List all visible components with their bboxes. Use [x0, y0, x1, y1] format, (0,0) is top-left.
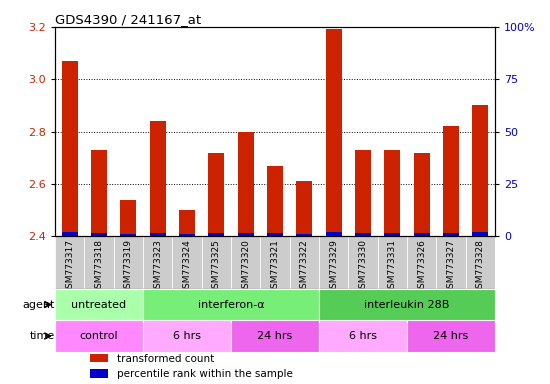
Bar [90, 354, 108, 362]
Bar [208, 233, 224, 237]
Bar [414, 152, 430, 237]
Bar [384, 150, 400, 237]
Bar [179, 210, 195, 237]
Text: GSM773318: GSM773318 [95, 239, 103, 294]
Bar [150, 233, 166, 237]
Bar [91, 233, 107, 237]
Bar [348, 237, 378, 289]
Text: GSM773321: GSM773321 [271, 239, 279, 294]
Bar [319, 237, 348, 289]
Text: control: control [80, 331, 118, 341]
Bar [466, 237, 495, 289]
Bar [296, 234, 312, 237]
Text: percentile rank within the sample: percentile rank within the sample [117, 369, 293, 379]
Bar [378, 237, 407, 289]
Text: GSM773329: GSM773329 [329, 239, 338, 294]
Bar [443, 233, 459, 237]
Bar [260, 237, 290, 289]
Text: GSM773320: GSM773320 [241, 239, 250, 294]
Text: 6 hrs: 6 hrs [349, 331, 377, 341]
Bar [267, 233, 283, 237]
Text: agent: agent [23, 300, 55, 310]
Text: GDS4390 / 241167_at: GDS4390 / 241167_at [55, 13, 201, 26]
Text: GSM773317: GSM773317 [65, 239, 74, 294]
Bar [384, 233, 400, 237]
Text: 6 hrs: 6 hrs [173, 331, 201, 341]
Bar [120, 200, 136, 237]
Text: GSM773319: GSM773319 [124, 239, 133, 294]
Text: interferon-α: interferon-α [197, 300, 265, 310]
Bar [267, 166, 283, 237]
Bar [120, 234, 136, 237]
Bar [143, 320, 231, 352]
Text: GSM773330: GSM773330 [359, 239, 367, 294]
Bar [143, 237, 172, 289]
Bar [326, 30, 342, 237]
Bar [202, 237, 231, 289]
Bar [208, 152, 224, 237]
Bar [238, 132, 254, 237]
Bar [472, 106, 488, 237]
Bar [407, 320, 495, 352]
Text: time: time [30, 331, 55, 341]
Bar [238, 233, 254, 237]
Text: GSM773326: GSM773326 [417, 239, 426, 294]
Bar [407, 237, 436, 289]
Text: interleukin 28B: interleukin 28B [364, 300, 450, 310]
Text: GSM773325: GSM773325 [212, 239, 221, 294]
Bar [55, 320, 143, 352]
Bar [91, 150, 107, 237]
Bar [231, 320, 319, 352]
Bar [84, 237, 114, 289]
Bar [355, 150, 371, 237]
Text: GSM773323: GSM773323 [153, 239, 162, 294]
Text: transformed count: transformed count [117, 354, 214, 364]
Bar [179, 234, 195, 237]
Text: 24 hrs: 24 hrs [433, 331, 469, 341]
Bar [319, 320, 407, 352]
Bar [443, 126, 459, 237]
Bar [231, 237, 260, 289]
Bar [355, 233, 371, 237]
Bar [55, 289, 143, 320]
Text: untreated: untreated [72, 300, 126, 310]
Bar [326, 232, 342, 237]
Bar [296, 182, 312, 237]
Text: GSM773331: GSM773331 [388, 239, 397, 294]
Text: GSM773327: GSM773327 [447, 239, 455, 294]
Bar [62, 232, 78, 237]
Text: GSM773322: GSM773322 [300, 239, 309, 294]
Bar [62, 61, 78, 237]
Text: 24 hrs: 24 hrs [257, 331, 293, 341]
Text: GSM773328: GSM773328 [476, 239, 485, 294]
Bar [414, 233, 430, 237]
Bar [172, 237, 202, 289]
Bar [114, 237, 143, 289]
Text: GSM773324: GSM773324 [183, 239, 191, 294]
Bar [55, 237, 84, 289]
Bar [150, 121, 166, 237]
Bar [436, 237, 466, 289]
Bar [290, 237, 319, 289]
Bar [472, 232, 488, 237]
Bar [143, 289, 319, 320]
Bar [319, 289, 495, 320]
Bar [90, 369, 108, 378]
